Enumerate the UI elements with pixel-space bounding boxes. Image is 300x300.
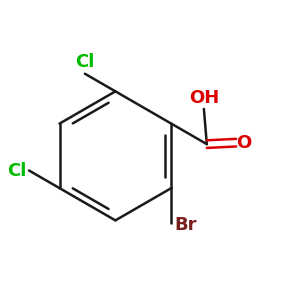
Text: Cl: Cl: [75, 53, 94, 71]
Text: OH: OH: [189, 89, 219, 107]
Text: Br: Br: [174, 216, 197, 234]
Text: O: O: [236, 134, 251, 152]
Text: Cl: Cl: [7, 161, 26, 179]
